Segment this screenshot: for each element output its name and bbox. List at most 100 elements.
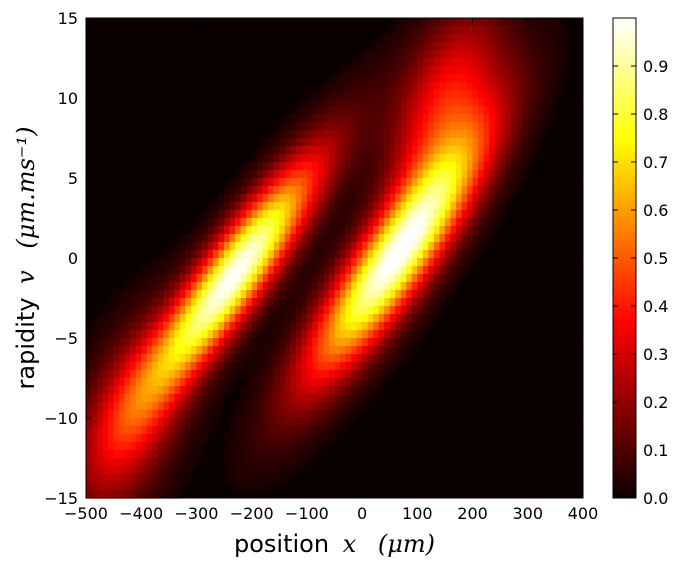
heatmap-cell bbox=[240, 306, 247, 315]
heatmap-cell bbox=[163, 474, 170, 483]
heatmap-cell bbox=[400, 130, 407, 139]
heatmap-cell bbox=[279, 338, 286, 347]
heatmap-cell bbox=[560, 50, 568, 59]
heatmap-cell bbox=[527, 154, 534, 163]
heatmap-cell bbox=[489, 122, 496, 131]
heatmap-cell bbox=[328, 98, 336, 107]
heatmap-cell bbox=[367, 386, 374, 395]
heatmap-cell bbox=[157, 466, 164, 475]
heatmap-cell bbox=[340, 370, 347, 379]
heatmap-cell bbox=[163, 282, 170, 291]
heatmap-cell bbox=[141, 370, 148, 379]
heatmap-cell bbox=[290, 274, 297, 283]
heatmap-cell bbox=[334, 154, 341, 163]
heatmap-cell bbox=[124, 450, 131, 459]
heatmap-cell bbox=[312, 386, 319, 395]
heatmap-cell bbox=[351, 106, 358, 115]
heatmap-cell bbox=[411, 154, 418, 163]
heatmap-cell bbox=[240, 482, 247, 491]
heatmap-cell bbox=[262, 218, 269, 227]
heatmap-cell bbox=[538, 106, 545, 115]
heatmap-cell bbox=[157, 354, 164, 363]
heatmap-cell bbox=[108, 418, 115, 427]
heatmap-cell bbox=[317, 170, 325, 179]
heatmap-cell bbox=[378, 250, 385, 259]
heatmap-cell bbox=[284, 346, 291, 355]
heatmap-cell bbox=[268, 338, 275, 347]
heatmap-cell bbox=[428, 282, 435, 291]
heatmap-cell bbox=[395, 122, 402, 131]
heatmap-cell bbox=[351, 234, 358, 243]
heatmap-cell bbox=[317, 242, 325, 251]
heatmap-cell bbox=[141, 410, 148, 419]
heatmap-cell bbox=[478, 34, 485, 43]
heatmap-cell bbox=[317, 338, 325, 347]
heatmap-cell bbox=[257, 458, 264, 467]
heatmap-cell bbox=[301, 210, 308, 219]
heatmap-cell bbox=[284, 226, 291, 235]
heatmap-cell bbox=[395, 194, 402, 203]
heatmap-cell bbox=[284, 114, 291, 123]
heatmap-cell bbox=[340, 282, 347, 291]
heatmap-cell bbox=[97, 394, 104, 403]
heatmap-cell bbox=[301, 450, 308, 459]
heatmap-cell bbox=[400, 90, 407, 99]
heatmap-cell bbox=[301, 250, 308, 259]
heatmap-cell bbox=[549, 66, 556, 75]
heatmap-cell bbox=[367, 202, 374, 211]
heatmap-cell bbox=[450, 122, 457, 131]
heatmap-cell bbox=[494, 106, 501, 115]
heatmap-cell bbox=[367, 90, 374, 99]
heatmap-cell bbox=[273, 242, 280, 251]
heatmap-cell bbox=[494, 18, 501, 27]
heatmap-cell bbox=[124, 442, 131, 451]
heatmap-cell bbox=[262, 410, 269, 419]
heatmap-cell bbox=[97, 450, 104, 459]
heatmap-cell bbox=[334, 330, 341, 339]
heatmap-cell bbox=[345, 74, 352, 83]
heatmap-cell bbox=[367, 162, 374, 171]
heatmap-cell bbox=[273, 370, 280, 379]
heatmap-cell bbox=[141, 378, 148, 387]
heatmap-cell bbox=[328, 74, 336, 83]
heatmap-cell bbox=[295, 130, 302, 139]
heatmap-cell bbox=[411, 82, 418, 91]
heatmap-cell bbox=[168, 442, 175, 451]
heatmap-cell bbox=[340, 362, 347, 371]
heatmap-cell bbox=[190, 258, 198, 267]
heatmap-cell bbox=[450, 162, 457, 171]
heatmap-cell bbox=[174, 402, 181, 411]
heatmap-cell bbox=[113, 402, 120, 411]
heatmap-cell bbox=[356, 226, 363, 235]
heatmap-cell bbox=[102, 330, 109, 339]
heatmap-cell bbox=[246, 162, 253, 171]
heatmap-cell bbox=[384, 194, 391, 203]
heatmap-cell bbox=[527, 106, 534, 115]
heatmap-cell bbox=[406, 18, 413, 27]
heatmap-cell bbox=[163, 370, 170, 379]
heatmap-cell bbox=[505, 42, 512, 51]
heatmap-cell bbox=[373, 378, 380, 387]
heatmap-cell bbox=[334, 186, 341, 195]
heatmap-cell bbox=[406, 130, 413, 139]
heatmap-cell bbox=[378, 138, 385, 147]
heatmap-cell bbox=[450, 90, 457, 99]
heatmap-cell bbox=[323, 138, 330, 147]
heatmap-cell bbox=[345, 66, 352, 75]
heatmap-cell bbox=[328, 290, 336, 299]
heatmap-cell bbox=[555, 42, 562, 51]
heatmap-cell bbox=[196, 218, 203, 227]
heatmap-cell bbox=[478, 154, 485, 163]
heatmap-cell bbox=[229, 226, 236, 235]
heatmap-cell bbox=[395, 66, 402, 75]
heatmap-cell bbox=[522, 82, 529, 91]
heatmap-cell bbox=[334, 218, 341, 227]
heatmap-cell bbox=[141, 402, 148, 411]
heatmap-cell bbox=[141, 346, 148, 355]
heatmap-cell bbox=[168, 250, 175, 259]
heatmap-cell bbox=[400, 74, 407, 83]
heatmap-cell bbox=[235, 450, 242, 459]
heatmap-cell bbox=[351, 130, 358, 139]
heatmap-cell bbox=[268, 178, 275, 187]
heatmap-cell bbox=[389, 146, 396, 155]
